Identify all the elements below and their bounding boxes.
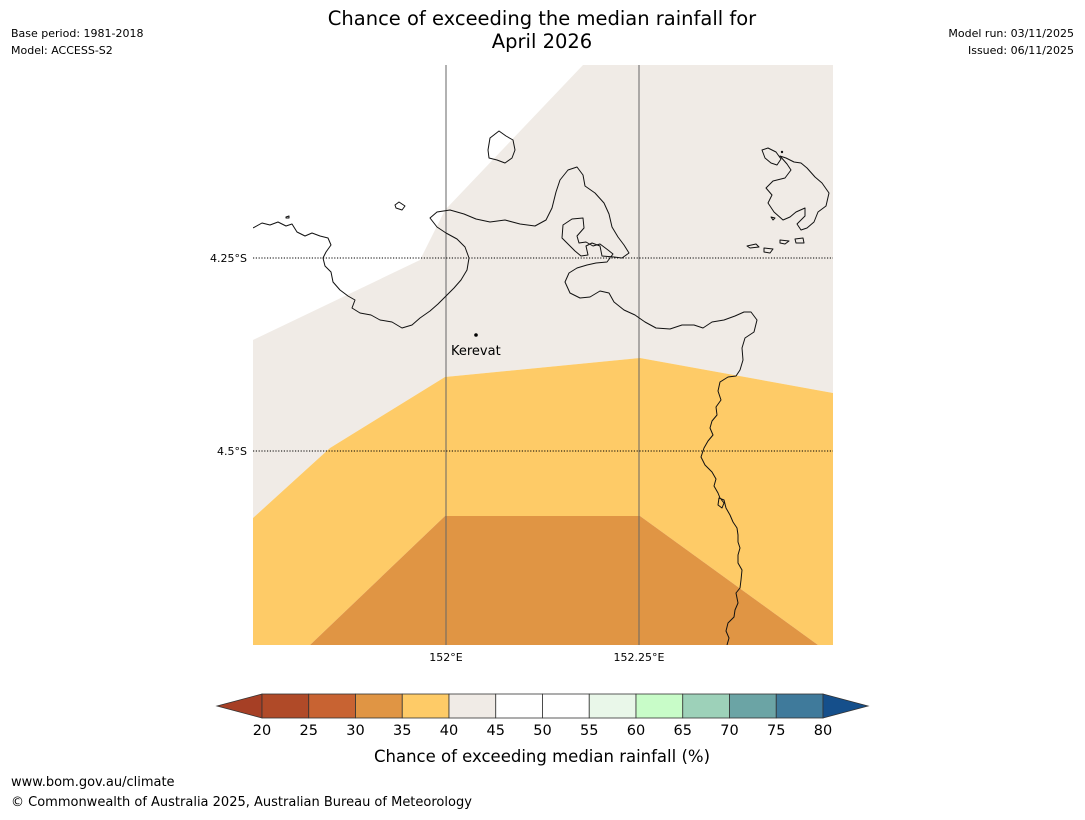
- colorbar-tick-label: 70: [720, 723, 738, 739]
- colorbar-segment: [448, 693, 497, 719]
- colorbar-segment: [775, 693, 824, 719]
- islet-marker: [780, 150, 784, 154]
- colorbar-segment: [355, 693, 403, 719]
- lat-label-4-25: 4.25°S: [210, 252, 247, 265]
- colorbar-segment: [542, 693, 590, 719]
- lon-label-152: 152°E: [429, 651, 462, 664]
- page-title: Chance of exceeding the median rainfall …: [242, 7, 842, 53]
- colorbar-segment: [682, 693, 730, 719]
- model-name: Model: ACCESS-S2: [11, 44, 113, 57]
- lat-label-4-5: 4.5°S: [217, 445, 247, 458]
- colorbar-segments: [261, 693, 824, 719]
- colorbar-tick-label: 30: [346, 723, 364, 739]
- colorbar-tick-label: 60: [627, 723, 645, 739]
- meta-right: Model run: 03/11/2025 Issued: 06/11/2025: [948, 25, 1074, 59]
- kerevat-marker: [474, 333, 478, 337]
- colorbar-tick-label: 20: [253, 723, 271, 739]
- colorbar-segment: [635, 693, 684, 719]
- zone-40-45: [253, 65, 833, 518]
- coastline: [253, 130, 830, 645]
- colorbar-segment: [261, 693, 310, 719]
- colorbar-tick-label: 75: [767, 723, 785, 739]
- lon-label-152-25: 152.25°E: [614, 651, 665, 664]
- colorbar-segment: [729, 693, 777, 719]
- colorbar-segment: [495, 693, 543, 719]
- kerevat-label: Kerevat: [451, 344, 501, 359]
- colorbar-tick-label: 80: [814, 723, 832, 739]
- issued-date: Issued: 06/11/2025: [967, 44, 1074, 57]
- footer-url[interactable]: www.bom.gov.au/climate: [11, 775, 175, 790]
- colorbar-tick-label: 35: [393, 723, 411, 739]
- model-run: Model run: 03/11/2025: [948, 27, 1074, 40]
- map-panel: [253, 65, 833, 645]
- title-line-2: April 2026: [491, 30, 593, 53]
- colorbar-tick-label: 25: [300, 723, 318, 739]
- colorbar-segment: [588, 693, 637, 719]
- zone-30-35: [310, 516, 818, 645]
- colorbar-low-arrow: [215, 693, 263, 719]
- colorbar: 20 25 30 35 40 45 50 55 60 65 70 75 80 Chance of exc…: [215, 693, 870, 766]
- colorbar-segment: [401, 693, 450, 719]
- colorbar-high-arrow: [822, 693, 870, 719]
- colorbar-ticks: 20 25 30 35 40 45 50 55 60 65 70 75 80: [253, 723, 832, 739]
- zone-35-40: [253, 358, 833, 645]
- colorbar-tick-label: 40: [440, 723, 458, 739]
- footer-copyright: © Commonwealth of Australia 2025, Austra…: [11, 795, 472, 810]
- meta-left: Base period: 1981-2018 Model: ACCESS-S2: [11, 25, 143, 59]
- colorbar-tick-label: 45: [487, 723, 505, 739]
- colorbar-tick-label: 65: [674, 723, 692, 739]
- colorbar-tick-label: 55: [580, 723, 598, 739]
- colorbar-segment: [308, 693, 356, 719]
- colorbar-label: Chance of exceeding median rainfall (%): [374, 747, 710, 766]
- base-period: Base period: 1981-2018: [11, 27, 144, 40]
- colorbar-tick-label: 50: [533, 723, 551, 739]
- title-line-1: Chance of exceeding the median rainfall …: [327, 7, 757, 30]
